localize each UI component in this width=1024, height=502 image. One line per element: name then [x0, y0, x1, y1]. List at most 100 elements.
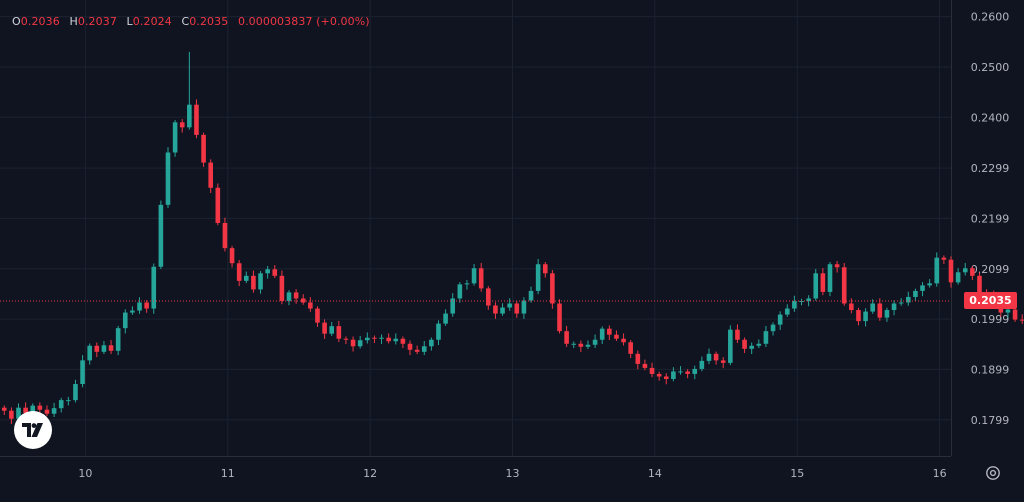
- candle: [108, 339, 114, 355]
- candle: [436, 320, 441, 346]
- candle: [286, 290, 292, 306]
- candle: [827, 261, 833, 297]
- candle: [770, 322, 776, 336]
- candle: [720, 357, 726, 369]
- candle: [201, 132, 206, 167]
- candle: [884, 307, 890, 322]
- candle: [73, 379, 78, 403]
- open-value: 0.2036: [20, 15, 60, 28]
- x-tick-label: 14: [648, 467, 662, 480]
- low-key: L: [126, 15, 133, 28]
- candle: [222, 217, 228, 252]
- candle: [514, 301, 520, 318]
- candle: [685, 369, 690, 379]
- candle: [728, 325, 733, 366]
- candle: [877, 298, 883, 321]
- candle: [101, 340, 107, 355]
- candle: [322, 319, 327, 339]
- candle: [122, 309, 128, 334]
- candle: [628, 339, 633, 359]
- candle: [87, 343, 92, 365]
- candle: [343, 336, 349, 345]
- candle: [386, 333, 391, 344]
- x-tick-label: 10: [78, 467, 92, 480]
- candle: [379, 334, 384, 345]
- candle: [407, 340, 413, 356]
- low-value: 0.2024: [132, 15, 172, 28]
- candle: [130, 306, 135, 315]
- candle: [58, 397, 64, 413]
- candle: [891, 300, 897, 316]
- candle: [571, 341, 577, 349]
- candle: [792, 295, 797, 312]
- candle: [663, 373, 669, 385]
- y-tick-label: 0.2099: [971, 263, 1010, 276]
- candle: [115, 325, 121, 356]
- candle: [336, 320, 342, 342]
- candle: [300, 294, 306, 305]
- candle: [372, 335, 377, 344]
- open-key: O: [12, 15, 21, 28]
- candle: [236, 259, 242, 287]
- candle: [507, 298, 512, 311]
- candle: [820, 268, 826, 296]
- close-value: 0.2035: [189, 15, 229, 28]
- candle: [308, 297, 313, 312]
- candle: [414, 345, 420, 355]
- candle: [215, 183, 221, 226]
- candle: [542, 261, 548, 278]
- candle: [642, 359, 648, 371]
- candle: [905, 291, 911, 306]
- candle: [913, 288, 918, 302]
- candle: [528, 286, 534, 303]
- candle: [578, 340, 584, 353]
- candle: [144, 300, 149, 313]
- candle: [898, 298, 904, 306]
- candle: [365, 332, 370, 344]
- gear-icon[interactable]: [984, 464, 1002, 482]
- candle: [443, 309, 448, 326]
- candle: [315, 306, 320, 327]
- candle: [920, 282, 925, 297]
- candle: [450, 293, 456, 317]
- candle: [243, 271, 249, 284]
- candle: [706, 348, 712, 365]
- y-tick-label: 0.2199: [971, 212, 1010, 225]
- candle: [735, 324, 740, 344]
- x-tick-label: 15: [790, 467, 804, 480]
- candle: [172, 120, 178, 157]
- candle: [187, 51, 192, 130]
- high-value: 0.2037: [77, 15, 117, 28]
- candle: [400, 336, 406, 349]
- candle: [421, 340, 427, 356]
- candle: [813, 269, 819, 301]
- candle: [194, 99, 199, 139]
- candle: [272, 264, 278, 279]
- candle: [94, 342, 100, 358]
- y-tick-label: 0.1799: [971, 414, 1010, 427]
- ohlc-legend: O0.2036 H0.2037 L0.2024 C0.2035 0.000003…: [12, 15, 370, 28]
- candle: [742, 337, 747, 354]
- candle: [927, 279, 932, 288]
- candle: [357, 335, 363, 349]
- candle: [158, 200, 164, 270]
- candle: [429, 337, 434, 351]
- candle: [80, 355, 85, 388]
- y-tick-label: 0.2500: [971, 61, 1010, 74]
- candle: [51, 402, 57, 417]
- candle: [955, 268, 961, 285]
- candle: [1, 405, 7, 415]
- candle: [599, 326, 605, 345]
- candle: [478, 262, 484, 292]
- candle: [521, 297, 527, 319]
- y-tick-label: 0.1999: [971, 313, 1010, 326]
- candle: [948, 256, 954, 288]
- tradingview-logo-icon[interactable]: [14, 411, 52, 449]
- candle: [592, 334, 598, 349]
- candle: [137, 297, 142, 314]
- candle: [834, 260, 840, 273]
- last-price-badge: 0.2035: [964, 292, 1017, 309]
- candle: [329, 321, 335, 336]
